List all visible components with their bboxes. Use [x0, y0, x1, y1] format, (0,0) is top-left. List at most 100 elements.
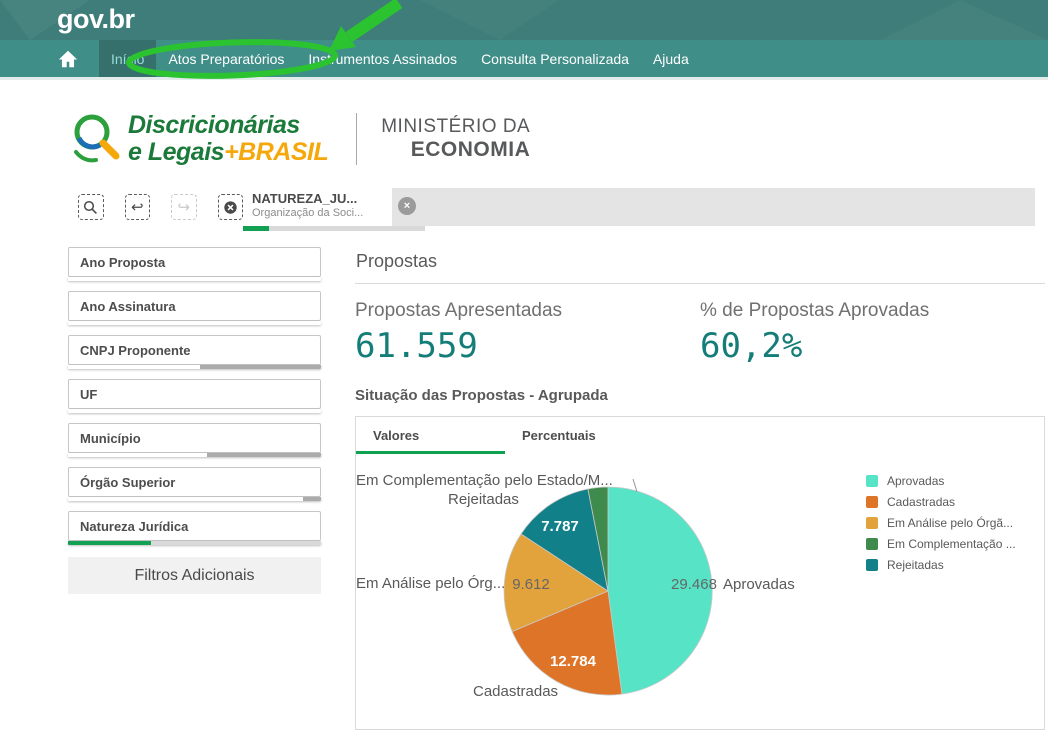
nav-underline: [0, 77, 1048, 80]
legend-swatch: [866, 495, 878, 508]
additional-filters-button[interactable]: Filtros Adicionais: [68, 557, 321, 594]
kpi-label: % de Propostas Aprovadas: [700, 300, 930, 321]
legend-label: Em Complementação ...: [887, 536, 1016, 551]
legend-swatch: [866, 537, 878, 550]
selection-state-bar: [243, 226, 425, 231]
chart-tab-valores[interactable]: Valores: [356, 417, 505, 454]
pie-category-label: Em Complementação pelo Estado/M...: [356, 472, 613, 489]
nav-items: Início Atos Preparatórios Instrumentos Ass…: [99, 40, 701, 77]
legend-item[interactable]: Em Análise pelo Órgã...: [866, 512, 1016, 533]
main-content: Propostas Propostas Apresentadas 61.559 …: [355, 247, 1045, 730]
filter-state-bar: [68, 409, 321, 413]
program-logo-accent: +BRASIL: [224, 138, 329, 166]
nav-item-instrumentos-assinados[interactable]: Instrumentos Assinados: [308, 50, 458, 67]
pie-slice-2[interactable]: [503, 533, 609, 633]
legend-label: Em Análise pelo Órgã...: [887, 515, 1014, 530]
selection-tab-value: Organização da Soci...: [252, 207, 364, 219]
legend-swatch: [866, 558, 878, 571]
filter-sidebar: Ano Proposta Ano Assinatura CNPJ Proponent…: [68, 247, 321, 730]
filter-uf[interactable]: UF: [68, 379, 321, 409]
selection-tab-close-icon[interactable]: ×: [398, 197, 416, 215]
chart-view-tabs: Valores Percentuais: [356, 417, 1044, 454]
pie-slice-3[interactable]: [520, 488, 609, 592]
step-forward-button[interactable]: ↪: [171, 194, 197, 220]
topbar: gov.br: [0, 0, 1048, 40]
program-logo-text: Discricionárias e Legais+BRASIL: [128, 111, 329, 166]
filter-órgão-superior[interactable]: Órgão Superior: [68, 467, 321, 497]
legend-item[interactable]: Em Complementação ...: [866, 533, 1016, 554]
chart-legend: Aprovadas Cadastradas Em Análise pelo Órgã…: [866, 470, 1016, 575]
program-logo: Discricionárias e Legais+BRASIL: [68, 108, 329, 170]
ministry-line1: MINISTÉRIO DA: [381, 116, 531, 137]
nav-item-início[interactable]: Início: [99, 40, 157, 77]
chart-tab-percentuais[interactable]: Percentuais: [522, 428, 596, 443]
search-icon: [84, 200, 98, 214]
kpi-row: Propostas Apresentadas 61.559 % de Propo…: [355, 300, 1045, 366]
main-nav: Início Atos Preparatórios Instrumentos Ass…: [0, 40, 1048, 77]
selection-tools: ↩ ↪: [68, 188, 243, 226]
filter-ano-assinatura[interactable]: Ano Assinatura: [68, 291, 321, 321]
selection-tab-title: NATUREZA_JU...: [252, 191, 358, 206]
nav-item-ajuda[interactable]: Ajuda: [652, 50, 689, 67]
filter-natureza-jurídica[interactable]: Natureza Jurídica: [68, 511, 321, 541]
filter-state-bar: [68, 321, 321, 325]
legend-swatch: [866, 474, 878, 487]
brand-divider: [356, 113, 358, 165]
pie-category-label: Aprovadas: [723, 576, 795, 593]
kpi-pct-aprovadas: % de Propostas Aprovadas 60,2%: [700, 300, 1045, 366]
pie-category-label: Cadastradas: [473, 683, 558, 700]
body: Ano Proposta Ano Assinatura CNPJ Proponent…: [68, 247, 1045, 730]
redo-icon: ↪: [177, 198, 191, 216]
pie-slice-0[interactable]: [607, 486, 713, 695]
ministry-line2: ECONOMIA: [410, 138, 531, 161]
pie-value-label: 9.612: [512, 576, 550, 593]
govbr-logo[interactable]: gov.br: [57, 4, 135, 34]
filter-cnpj-proponente[interactable]: CNPJ Proponente: [68, 335, 321, 365]
legend-swatch: [866, 516, 878, 529]
legend-item[interactable]: Rejeitadas: [866, 554, 1016, 575]
home-button[interactable]: [57, 40, 83, 77]
step-back-button[interactable]: ↩: [124, 194, 150, 220]
search-selections-button[interactable]: [78, 194, 104, 220]
selection-tab[interactable]: NATUREZA_JU... Organização da Soci... ×: [243, 188, 425, 231]
filter-item: Ano Assinatura: [68, 291, 321, 325]
legend-label: Rejeitadas: [887, 557, 944, 572]
page-title: Propostas: [355, 247, 1045, 284]
legend-label: Aprovadas: [887, 473, 945, 488]
filter-item: Natureza Jurídica: [68, 511, 321, 545]
filter-state-bar: [68, 497, 321, 501]
legend-item[interactable]: Aprovadas: [866, 470, 1016, 491]
nav-item-consulta-personalizada[interactable]: Consulta Personalizada: [481, 50, 629, 67]
undo-icon: ↩: [130, 198, 144, 216]
legend-item[interactable]: Cadastradas: [866, 491, 1016, 512]
nav-item-atos-preparatórios[interactable]: Atos Preparatórios: [168, 50, 285, 67]
filter-state-bar: [68, 365, 321, 369]
pie-value-label: 29.468: [671, 576, 717, 593]
filter-item: CNPJ Proponente: [68, 335, 321, 369]
pie-slice-1[interactable]: [511, 590, 623, 696]
kpi-label: Propostas Apresentadas: [355, 300, 563, 321]
magnifier-logo-icon: [74, 114, 120, 163]
pie-chart: 29.468 12.784 9.612 7.787 Aprovadas Cadastrad…: [356, 454, 1044, 728]
pie-category-label: Rejeitadas: [448, 491, 519, 508]
pie-chart-svg: 29.468 12.784 9.612 7.787 Aprovadas Cadastrad…: [356, 472, 795, 700]
chart-container: Valores Percentuais 29.468 12.784 9.612 7.78…: [355, 416, 1045, 730]
filter-município[interactable]: Município: [68, 423, 321, 453]
selections-toolbar: ↩ ↪ NATUREZA_JU... Organização da Soci..…: [68, 188, 1035, 231]
kpi-value: 60,2%: [700, 326, 803, 366]
ministry-logo: MINISTÉRIO DA ECONOMIA: [381, 116, 530, 162]
topbar-pattern: [0, 0, 1048, 40]
filter-ano-proposta[interactable]: Ano Proposta: [68, 247, 321, 277]
pie-leader-line: [632, 478, 638, 493]
program-logo-line1: Discricionárias: [128, 111, 300, 139]
kpi-propostas-apresentadas: Propostas Apresentadas 61.559: [355, 300, 700, 366]
legend-label: Cadastradas: [887, 494, 956, 509]
filter-state-bar: [68, 453, 321, 457]
pie-slice-4[interactable]: [587, 486, 609, 592]
filter-item: Órgão Superior: [68, 467, 321, 501]
selections-strip: NATUREZA_JU... Organização da Soci... ×: [243, 188, 1035, 231]
pie-category-label: Em Análise pelo Órg...: [356, 575, 505, 592]
filter-state-bar: [68, 541, 321, 545]
home-icon: [58, 50, 78, 67]
clear-selections-button[interactable]: [217, 194, 243, 220]
